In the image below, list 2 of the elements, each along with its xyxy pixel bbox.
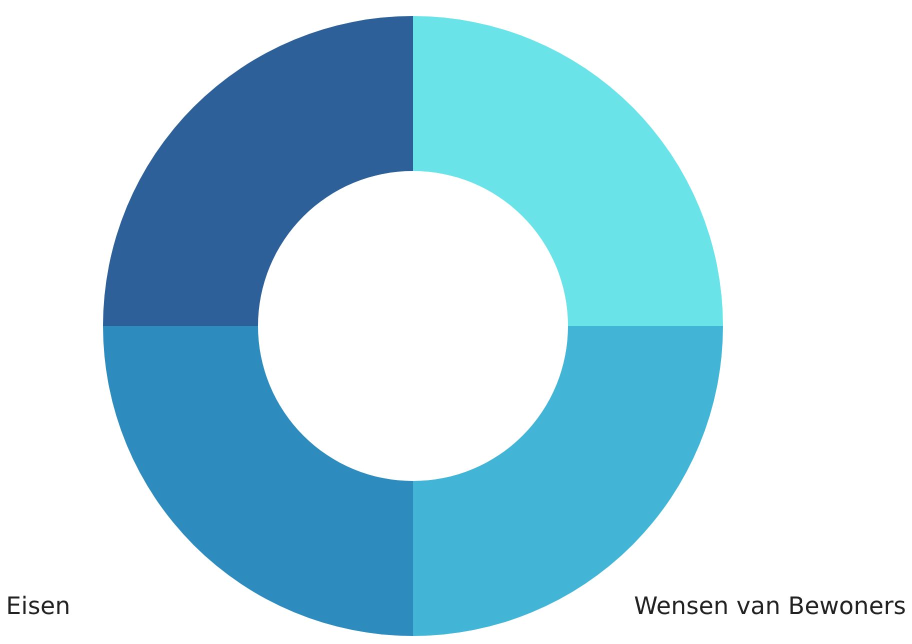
slice-label: Eisen [6, 592, 70, 620]
slice-label: Wensen van Bewoners [634, 592, 906, 620]
